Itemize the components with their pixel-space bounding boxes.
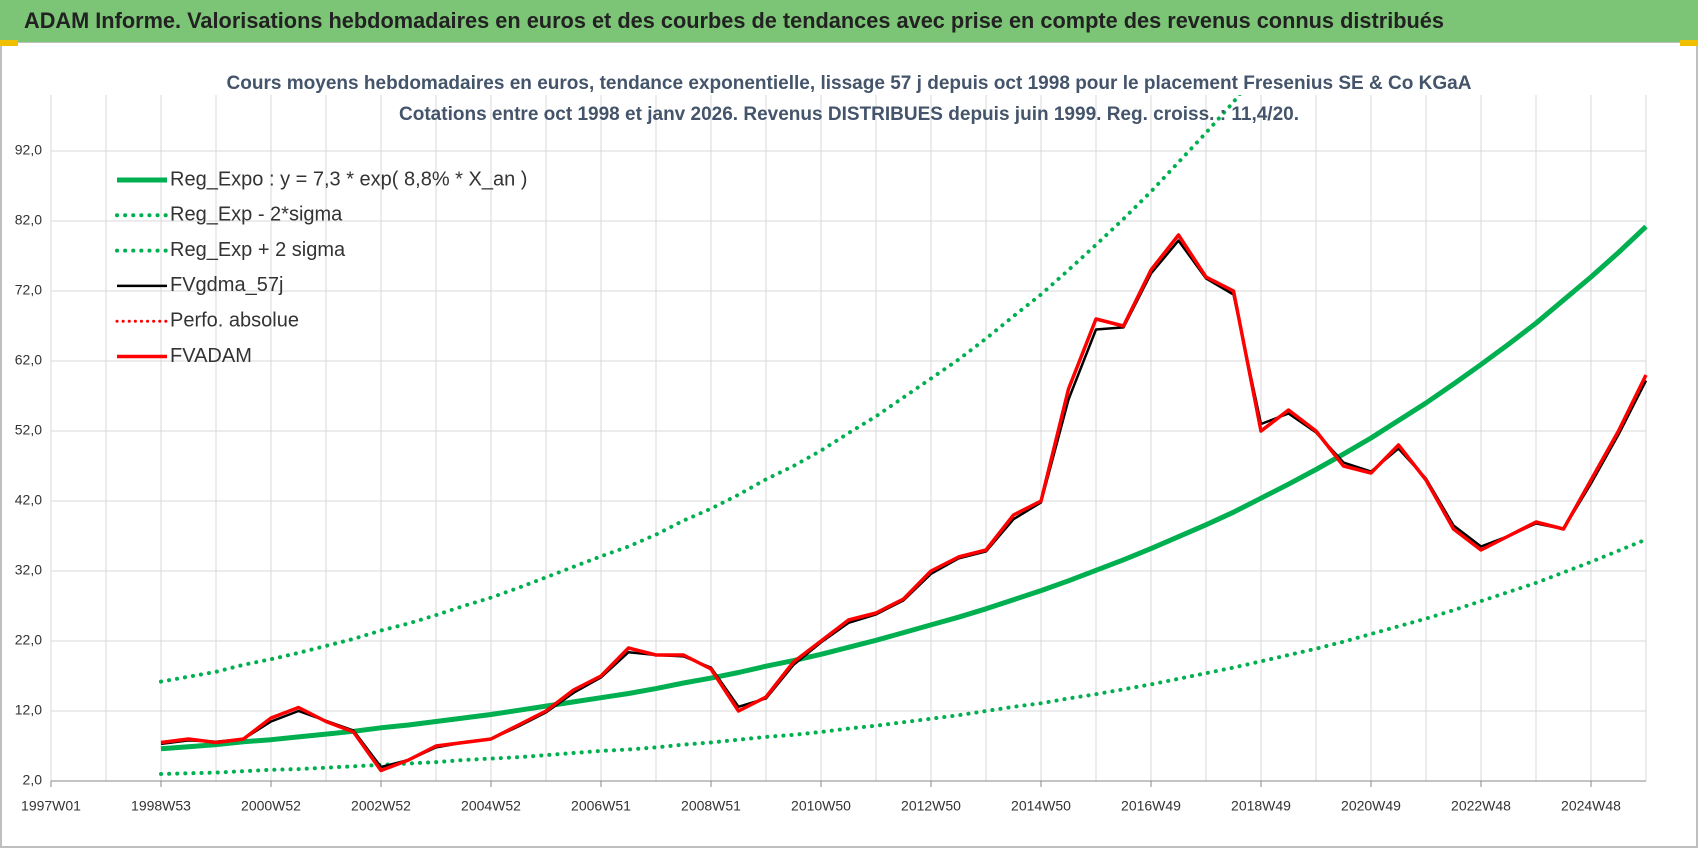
y-tick-label: 72,0 [15, 282, 42, 298]
plot [159, 95, 1648, 776]
x-tick-label: 2010W50 [791, 798, 851, 814]
x-tick-label: 2020W49 [1341, 798, 1401, 814]
legend: Reg_Expo : y = 7,3 * exp( 8,8% * X_an ) R… [115, 168, 527, 367]
axes: 2,0 12,0 22,0 32,0 42,0 52,0 62,0 72,0 82,0 92,0 1… [15, 142, 1646, 814]
y-tick-label: 52,0 [15, 422, 42, 438]
x-tick-label: 2022W48 [1451, 798, 1511, 814]
legend-label: Perfo. absolue [170, 309, 299, 331]
page-title: ADAM Informe. Valorisations hebdomadaire… [24, 8, 1444, 33]
series-line [159, 537, 1648, 776]
y-tick-label: 22,0 [15, 632, 42, 648]
y-tick-label: 12,0 [15, 702, 42, 718]
legend-label: Reg_Exp - 2*sigma [170, 204, 343, 226]
legend-label: FVgdma_57j [170, 274, 283, 296]
legend-label: FVADAM [170, 345, 252, 367]
x-tick-label: 2014W50 [1011, 798, 1071, 814]
banner [0, 0, 1698, 42]
x-tick-label: 2016W49 [1121, 798, 1181, 814]
series-line [160, 224, 1648, 752]
x-tick-label: 1998W53 [131, 798, 191, 814]
x-tick-label: 2006W51 [571, 798, 631, 814]
chart-subtitle: Cours moyens hebdomadaires en euros, ten… [227, 73, 1472, 94]
series-line [160, 233, 1648, 773]
x-tick-label: 2008W51 [681, 798, 741, 814]
legend-label: Reg_Expo : y = 7,3 * exp( 8,8% * X_an ) [170, 168, 527, 190]
chart-subtitle: Cotations entre oct 1998 et janv 2026. R… [399, 104, 1299, 125]
x-tick-label: 2002W52 [351, 798, 411, 814]
y-tick-label: 2,0 [23, 772, 43, 788]
series-line [159, 95, 1242, 684]
y-tick-label: 32,0 [15, 562, 42, 578]
x-tick-label: 2018W49 [1231, 798, 1291, 814]
x-tick-label: 2004W52 [461, 798, 521, 814]
corner-accent [0, 40, 18, 46]
y-tick-label: 42,0 [15, 492, 42, 508]
y-tick-label: 92,0 [15, 142, 42, 158]
x-tick-label: 1997W01 [21, 798, 81, 814]
corner-accent [1680, 40, 1698, 46]
y-tick-label: 82,0 [15, 212, 42, 228]
x-tick-label: 2000W52 [241, 798, 301, 814]
legend-label: Reg_Exp + 2 sigma [170, 239, 346, 261]
y-tick-label: 62,0 [15, 352, 42, 368]
x-tick-label: 2012W50 [901, 798, 961, 814]
x-tick-label: 2024W48 [1561, 798, 1621, 814]
